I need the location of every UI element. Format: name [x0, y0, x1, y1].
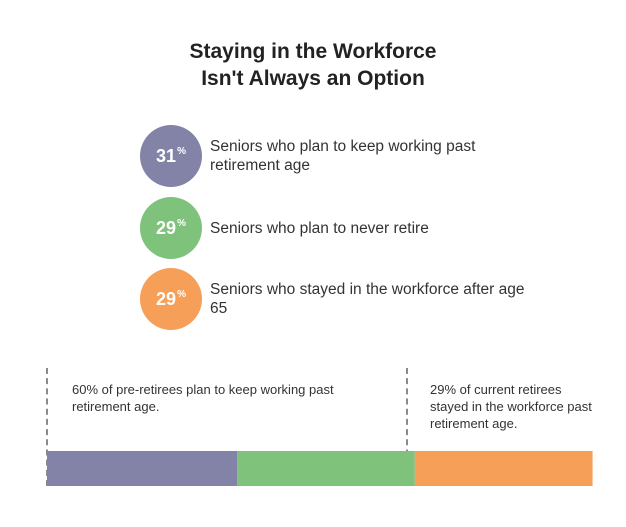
- stat-value: 29: [156, 288, 177, 309]
- divider-left: [46, 368, 48, 486]
- stat-unit: %: [177, 288, 186, 300]
- stat-unit: %: [177, 145, 186, 157]
- stat-value: 31: [156, 145, 177, 166]
- note-current-retirees: 29% of current retirees stayed in the wo…: [430, 382, 592, 431]
- title-line-2: Isn't Always an Option: [201, 67, 425, 90]
- stat-circle-never-retire: 29%: [140, 197, 202, 259]
- bar-segment-keep-working: [47, 451, 238, 486]
- stat-row-never-retire: 29% Seniors who plan to never retire: [140, 197, 610, 259]
- title-line-1: Staying in the Workforce: [189, 40, 437, 63]
- bar-segment-never-retire: [237, 451, 415, 486]
- stat-value: 29: [156, 217, 177, 238]
- chart-title: Staying in the Workforce Isn't Always an…: [0, 38, 626, 92]
- bar-segment-stayed-workforce: [414, 451, 593, 486]
- stat-label-never-retire: Seniors who plan to never retire: [210, 219, 429, 237]
- stat-row-stayed-workforce: 29% Seniors who stayed in the workforce …: [140, 268, 610, 330]
- stat-label-keep-working: Seniors who plan to keep working past re…: [210, 138, 476, 174]
- stat-unit: %: [177, 217, 186, 229]
- stat-circle-keep-working: 31%: [140, 125, 202, 187]
- note-pre-retirees: 60% of pre-retirees plan to keep working…: [72, 382, 334, 414]
- stat-circle-stayed-workforce: 29%: [140, 268, 202, 330]
- divider-middle: [406, 368, 408, 486]
- stat-row-keep-working: 31% Seniors who plan to keep working pas…: [140, 125, 610, 187]
- stat-label-stayed-workforce: Seniors who stayed in the workforce afte…: [210, 281, 525, 317]
